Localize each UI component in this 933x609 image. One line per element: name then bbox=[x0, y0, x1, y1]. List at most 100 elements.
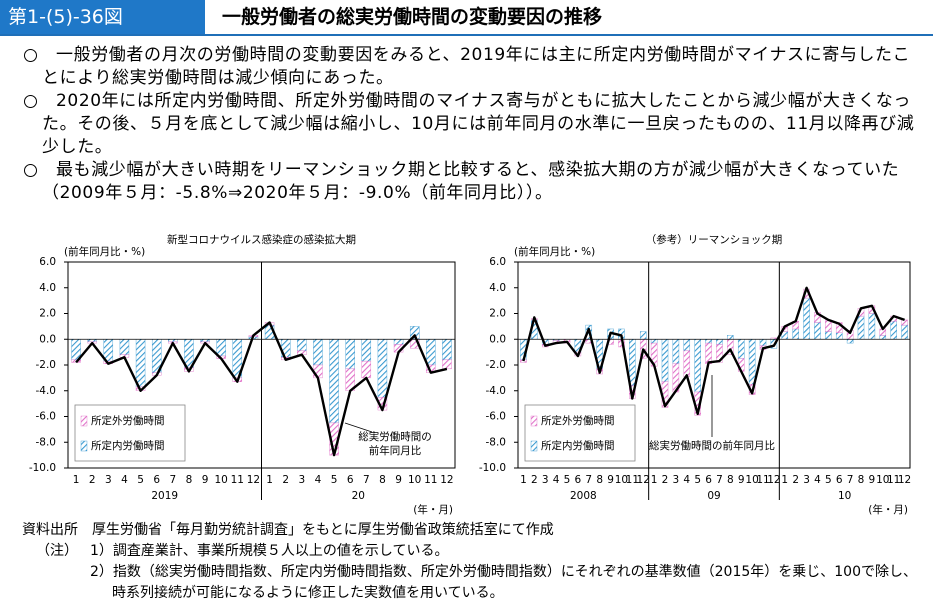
x-axis-label: (年・月) bbox=[413, 503, 453, 516]
x-tick-label: 7 bbox=[363, 474, 370, 486]
x-tick-label: 12 bbox=[247, 474, 260, 486]
figure-number: 第1-(5)-36図 bbox=[0, 0, 205, 34]
bar bbox=[781, 331, 789, 340]
note-item: 2）指数（総実労働時間指数、所定内労働時間指数、所定外労働時間指数）にそれぞれの… bbox=[90, 564, 917, 601]
bar bbox=[345, 339, 355, 370]
x-tick-label: 10 bbox=[408, 474, 421, 486]
bar bbox=[901, 319, 908, 326]
bar bbox=[329, 339, 339, 424]
source-label: 資料出所 bbox=[22, 522, 78, 538]
x-tick-label: 6 bbox=[705, 474, 712, 486]
bullet: 最も減少幅が大きい時期をリーマンショック期と比較すると、感染拡大期の方が減少幅が… bbox=[22, 159, 917, 205]
x-tick-label: 12 bbox=[898, 474, 911, 486]
legend-box bbox=[524, 404, 636, 462]
bar bbox=[879, 335, 887, 340]
bar bbox=[814, 322, 821, 340]
x-tick-label: 11 bbox=[424, 474, 437, 486]
x-tick-label: 2 bbox=[531, 474, 538, 486]
y-axis-label: (前年同月比・%) bbox=[64, 245, 145, 258]
x-tick-label: 9 bbox=[202, 474, 209, 486]
chart-title: 新型コロナウイルス感染症の感染拡大期 bbox=[167, 233, 356, 246]
bar bbox=[748, 339, 756, 385]
x-tick-label: 3 bbox=[542, 474, 549, 486]
line bbox=[75, 321, 448, 457]
x-tick-label: 9 bbox=[738, 474, 745, 486]
note-items: 1）調査産業計、事業所規模５人以上の値を示している。 2）指数（総実労働時間指数、… bbox=[90, 541, 922, 604]
bullet-text: 一般労働者の月次の労働時間の変動要因をみると、2019年には主に所定内労働時間が… bbox=[42, 45, 911, 88]
notes-row: （注） 1）調査産業計、事業所規模５人以上の値を示している。 2）指数（総実労働時… bbox=[22, 541, 922, 604]
x-tick-label: 8 bbox=[186, 474, 193, 486]
y-tick-label: 2.0 bbox=[39, 308, 56, 320]
group-label: 09 bbox=[707, 490, 720, 502]
bar bbox=[705, 342, 712, 364]
x-tick-label: 4 bbox=[683, 474, 690, 486]
x-tick-label: 3 bbox=[673, 474, 680, 486]
bar bbox=[890, 321, 897, 340]
charts: 新型コロナウイルス感染症の感染拡大期 (前年同月比・%) (年・月) 6.0 4.0 2.… bbox=[29, 233, 911, 516]
bar bbox=[629, 339, 636, 386]
bar bbox=[216, 339, 226, 357]
x-tick-label: 7 bbox=[716, 474, 723, 486]
y-tick-label: 0.0 bbox=[39, 333, 56, 345]
x-tick-label: 9 bbox=[869, 474, 876, 486]
bar bbox=[737, 339, 745, 359]
bar bbox=[868, 313, 876, 340]
x-tick-label: 11 bbox=[756, 474, 769, 486]
y-tick-label: -4.0 bbox=[36, 385, 57, 397]
x-tick-label: 5 bbox=[331, 474, 338, 486]
bar bbox=[705, 339, 712, 344]
legend-swatch bbox=[530, 440, 538, 452]
x-tick-label: 12 bbox=[440, 474, 453, 486]
x-tick-label: 3 bbox=[105, 474, 112, 486]
x-tick-label: 11 bbox=[887, 474, 900, 486]
x-axis-label: (年・月) bbox=[868, 503, 908, 516]
bar bbox=[672, 339, 680, 364]
annotation: 前年同月比 bbox=[369, 444, 422, 457]
bar bbox=[846, 339, 854, 344]
x-tick-label: 10 bbox=[215, 474, 228, 486]
bar bbox=[442, 339, 452, 361]
x-tick-label: 11 bbox=[626, 474, 639, 486]
group-label: 2008 bbox=[570, 490, 597, 502]
x-tick-label: 6 bbox=[575, 474, 582, 486]
y-tick-label: 4.0 bbox=[489, 282, 506, 294]
legend-box bbox=[74, 404, 186, 462]
bar bbox=[759, 339, 767, 346]
y-tick-label: -6.0 bbox=[486, 411, 507, 423]
y-tick-label: 6.0 bbox=[39, 256, 56, 268]
annotation-leader bbox=[344, 422, 373, 433]
bullet-text: 最も減少幅が大きい時期をリーマンショック期と比較すると、感染拡大期の方が減少幅が… bbox=[42, 160, 900, 203]
source-row: 資料出所 厚生労働省「毎月勤労統計調査」をもとに厚生労働省政策統括室にて作成 bbox=[22, 520, 922, 541]
x-tick-label: 4 bbox=[814, 474, 821, 486]
x-tick-label: 11 bbox=[231, 474, 244, 486]
x-tick-label: 7 bbox=[585, 474, 592, 486]
bar bbox=[361, 360, 372, 379]
x-tick-label: 12 bbox=[637, 474, 650, 486]
legend-label: 所定外労働時間 bbox=[541, 414, 615, 427]
bar bbox=[650, 339, 658, 344]
x-tick-label: 1 bbox=[781, 474, 788, 486]
y-tick-label: -8.0 bbox=[486, 436, 507, 448]
legend-label: 所定内労働時間 bbox=[541, 439, 615, 452]
legend-swatch bbox=[530, 415, 538, 427]
header: 第1-(5)-36図 一般労働者の総実労働時間の変動要因の推移 bbox=[0, 0, 933, 36]
bar bbox=[426, 339, 436, 366]
x-tick-label: 5 bbox=[137, 474, 144, 486]
x-tick-label: 8 bbox=[727, 474, 734, 486]
bar bbox=[683, 350, 691, 377]
bullet: 2020年には所定内労働時間、所定外労働時間のマイナス寄与がともに拡大したことか… bbox=[22, 90, 917, 159]
annotation: 総実労働時間の bbox=[358, 430, 432, 443]
x-tick-label: 8 bbox=[596, 474, 603, 486]
bar bbox=[792, 328, 799, 340]
bar bbox=[297, 339, 307, 352]
x-tick-label: 6 bbox=[347, 474, 354, 486]
x-tick-label: 12 bbox=[767, 474, 780, 486]
note-item: 1）調査産業計、事業所規模５人以上の値を示している。 bbox=[90, 543, 449, 559]
x-tick-label: 2 bbox=[282, 474, 289, 486]
bar bbox=[857, 315, 865, 340]
group-label: 2019 bbox=[151, 490, 178, 502]
y-tick-label: -4.0 bbox=[486, 385, 507, 397]
legend-label: 所定内労働時間 bbox=[91, 439, 165, 452]
bar bbox=[901, 324, 908, 340]
x-tick-label: 4 bbox=[553, 474, 560, 486]
